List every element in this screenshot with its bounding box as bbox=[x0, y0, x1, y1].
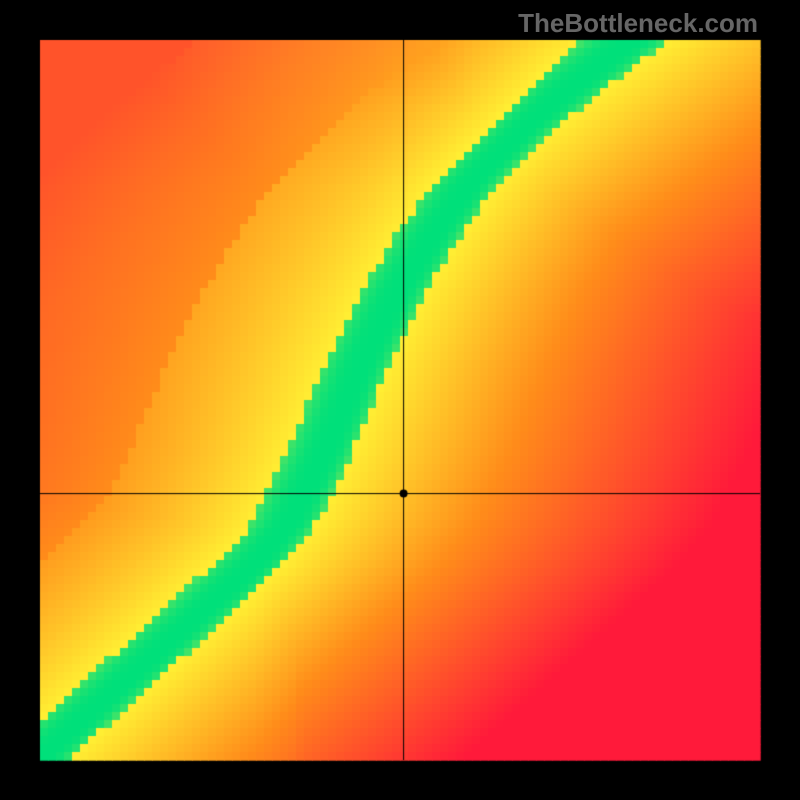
chart-container: TheBottleneck.com bbox=[0, 0, 800, 800]
bottleneck-heatmap bbox=[0, 0, 800, 800]
